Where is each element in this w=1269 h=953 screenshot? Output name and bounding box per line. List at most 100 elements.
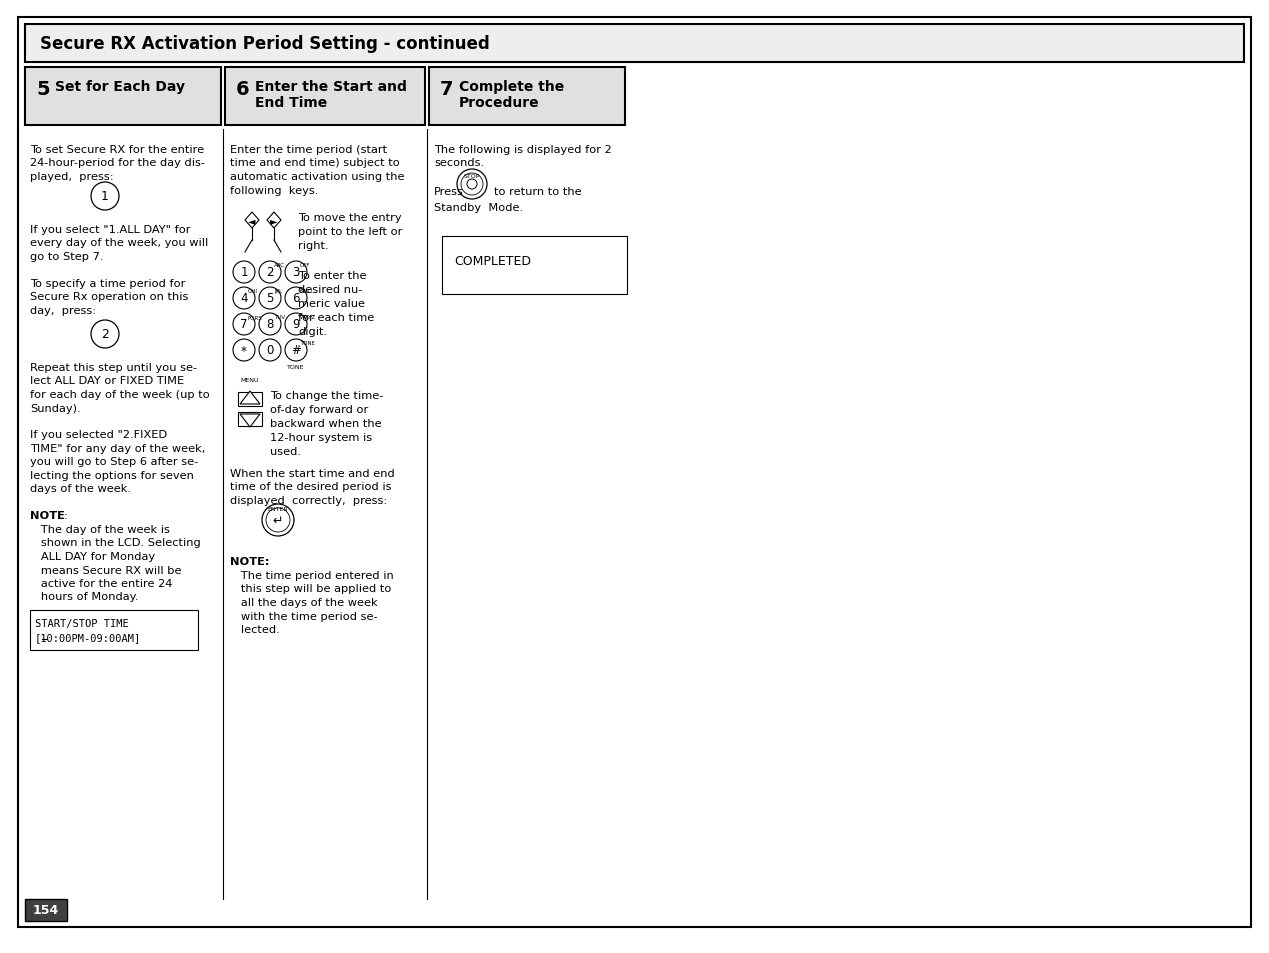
- Text: The following is displayed for 2: The following is displayed for 2: [434, 145, 612, 154]
- Text: When the start time and end: When the start time and end: [230, 469, 395, 478]
- Text: NOTE:: NOTE:: [230, 557, 269, 566]
- Text: 4: 4: [240, 293, 247, 305]
- Circle shape: [259, 288, 280, 310]
- Text: #: #: [291, 344, 301, 357]
- Text: go to Step 7.: go to Step 7.: [30, 252, 104, 262]
- Text: Enter the Start and: Enter the Start and: [255, 80, 407, 94]
- Text: 24-hour-period for the day dis-: 24-hour-period for the day dis-: [30, 158, 206, 169]
- Circle shape: [467, 180, 477, 190]
- Text: Complete the: Complete the: [459, 80, 565, 94]
- Text: OFF: OFF: [299, 263, 311, 268]
- Circle shape: [233, 288, 255, 310]
- Text: To set Secure RX for the entire: To set Secure RX for the entire: [30, 145, 204, 154]
- Text: seconds.: seconds.: [434, 158, 485, 169]
- Text: PQRS: PQRS: [247, 314, 263, 319]
- Polygon shape: [245, 213, 259, 229]
- Text: 8: 8: [266, 318, 274, 331]
- Text: [10:00PM-09:00AM]: [10:00PM-09:00AM]: [36, 633, 141, 642]
- Text: Secure RX Activation Period Setting - continued: Secure RX Activation Period Setting - co…: [41, 35, 490, 53]
- Text: TONE: TONE: [299, 340, 315, 346]
- Circle shape: [233, 339, 255, 361]
- Text: ALL DAY for Monday: ALL DAY for Monday: [30, 552, 155, 561]
- Text: GHI: GHI: [247, 289, 258, 294]
- Text: all the days of the week: all the days of the week: [230, 598, 378, 607]
- Circle shape: [91, 183, 119, 211]
- Text: 154: 154: [33, 903, 60, 917]
- Circle shape: [259, 314, 280, 335]
- Circle shape: [261, 504, 294, 537]
- Text: Repeat this step until you se-: Repeat this step until you se-: [30, 363, 197, 373]
- Bar: [30, 610, 198, 650]
- Text: Press: Press: [434, 187, 464, 196]
- Text: means Secure RX will be: means Secure RX will be: [30, 565, 181, 575]
- Text: MNO: MNO: [299, 289, 313, 294]
- Text: 6: 6: [236, 80, 250, 99]
- Text: 2: 2: [102, 328, 109, 341]
- Bar: [25, 899, 67, 921]
- Bar: [442, 236, 627, 294]
- Text: COMPLETED: COMPLETED: [454, 254, 530, 268]
- Text: To enter the: To enter the: [298, 271, 367, 281]
- Text: Sunday).: Sunday).: [30, 403, 81, 413]
- Circle shape: [233, 262, 255, 284]
- Circle shape: [457, 170, 487, 200]
- Text: meric value: meric value: [298, 298, 365, 309]
- Text: lecting the options for seven: lecting the options for seven: [30, 471, 194, 480]
- Text: with the time period se-: with the time period se-: [230, 611, 378, 620]
- Text: ◄: ◄: [249, 215, 256, 226]
- Circle shape: [286, 262, 307, 284]
- Text: for each day of the week (up to: for each day of the week (up to: [30, 390, 209, 399]
- Text: 1: 1: [240, 266, 247, 279]
- Text: hours of Monday.: hours of Monday.: [30, 592, 138, 602]
- Text: WXYZ: WXYZ: [299, 314, 316, 319]
- Text: 7: 7: [440, 80, 453, 99]
- Bar: [25, 68, 221, 126]
- Text: right.: right.: [298, 241, 329, 251]
- Text: ↵: ↵: [273, 514, 283, 527]
- Text: 12-hour system is: 12-hour system is: [270, 433, 372, 442]
- Text: :: :: [63, 511, 67, 520]
- Circle shape: [286, 288, 307, 310]
- Text: 2: 2: [266, 266, 274, 279]
- Text: Enter the time period (start: Enter the time period (start: [230, 145, 387, 154]
- Polygon shape: [239, 393, 261, 407]
- Text: To specify a time period for: To specify a time period for: [30, 278, 185, 289]
- Text: used.: used.: [270, 447, 301, 456]
- Polygon shape: [240, 415, 260, 428]
- Text: shown in the LCD. Selecting: shown in the LCD. Selecting: [30, 537, 201, 548]
- Text: ►: ►: [270, 215, 278, 226]
- Text: ENTER: ENTER: [268, 506, 288, 512]
- Text: displayed  correctly,  press:: displayed correctly, press:: [230, 496, 387, 505]
- Text: STOP: STOP: [463, 173, 480, 179]
- Text: 1: 1: [102, 191, 109, 203]
- Text: days of the week.: days of the week.: [30, 484, 131, 494]
- Text: backward when the: backward when the: [270, 418, 382, 429]
- Text: To change the time-: To change the time-: [270, 391, 383, 400]
- Text: automatic activation using the: automatic activation using the: [230, 172, 405, 182]
- Text: 0: 0: [266, 344, 274, 357]
- Text: TIME" for any day of the week,: TIME" for any day of the week,: [30, 443, 206, 454]
- Text: Set for Each Day: Set for Each Day: [55, 80, 185, 94]
- Text: If you select "1.ALL DAY" for: If you select "1.ALL DAY" for: [30, 225, 190, 234]
- Text: lect ALL DAY or FIXED TIME: lect ALL DAY or FIXED TIME: [30, 376, 184, 386]
- Text: Standby  Mode.: Standby Mode.: [434, 203, 523, 213]
- Text: MENU: MENU: [241, 377, 259, 382]
- Circle shape: [461, 173, 483, 195]
- Circle shape: [259, 339, 280, 361]
- Text: day,  press:: day, press:: [30, 306, 96, 315]
- Text: 7: 7: [240, 318, 247, 331]
- Text: 9: 9: [292, 318, 299, 331]
- Bar: [25, 25, 1244, 63]
- Text: of-day forward or: of-day forward or: [270, 405, 368, 415]
- Text: this step will be applied to: this step will be applied to: [230, 584, 391, 594]
- Text: for each time: for each time: [298, 313, 374, 323]
- Text: to return to the: to return to the: [494, 187, 581, 196]
- Text: played,  press:: played, press:: [30, 172, 114, 182]
- Text: you will go to Step 6 after se-: you will go to Step 6 after se-: [30, 457, 198, 467]
- Text: TUV: TUV: [274, 314, 286, 319]
- Text: The day of the week is: The day of the week is: [30, 524, 170, 535]
- Polygon shape: [239, 413, 261, 427]
- Bar: [225, 68, 425, 126]
- Text: time and end time) subject to: time and end time) subject to: [230, 158, 400, 169]
- Text: 3: 3: [292, 266, 299, 279]
